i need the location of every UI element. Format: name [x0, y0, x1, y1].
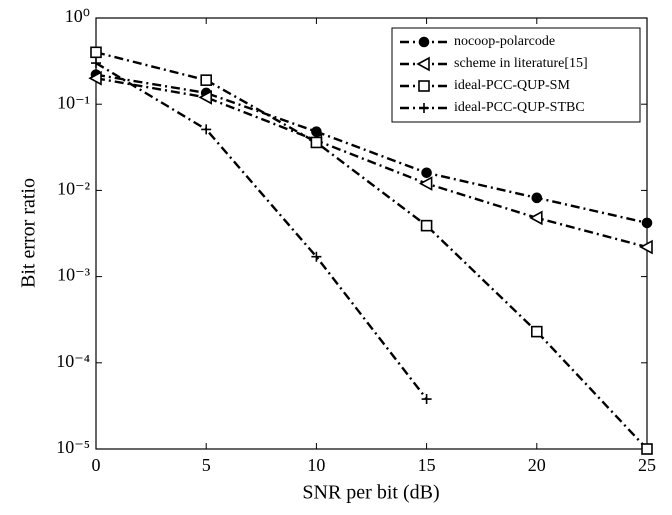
series-line: [95, 77, 648, 249]
legend: nocoop-polarcode scheme in literature[15]…: [391, 27, 641, 123]
marker: [311, 251, 322, 262]
marker: [90, 46, 102, 59]
x-tick-label: 20: [528, 455, 546, 475]
y-tick-label: 10⁰: [65, 6, 90, 26]
y-tick-label: 10⁻¹: [57, 92, 90, 112]
series-line: [95, 73, 648, 225]
x-tick-label: 15: [418, 455, 436, 475]
marker: [311, 126, 322, 137]
marker: [418, 80, 430, 92]
marker: [420, 219, 433, 232]
marker: [421, 167, 432, 179]
x-tick-label: 0: [92, 455, 101, 475]
series-line: [95, 62, 428, 400]
marker: [641, 443, 653, 455]
marker: [531, 192, 543, 204]
series-line: [95, 51, 648, 450]
legend-label: ideal-PCC-QUP-SM: [454, 78, 570, 93]
y-axis-label: Bit error ratio: [18, 178, 40, 288]
marker: [200, 74, 212, 86]
legend-label: nocoop-polarcode: [454, 34, 555, 49]
marker: [91, 58, 101, 69]
marker: [418, 36, 430, 48]
y-tick-label: 10⁻⁵: [56, 437, 90, 457]
x-axis-label: SNR per bit (dB): [302, 482, 439, 504]
y-tick-label: 10⁻³: [57, 265, 91, 285]
marker: [529, 210, 543, 226]
legend-box: [391, 27, 641, 123]
marker: [310, 136, 323, 149]
marker: [418, 176, 433, 191]
marker: [421, 394, 432, 405]
marker: [530, 325, 543, 338]
marker: [88, 70, 102, 86]
marker: [641, 217, 653, 229]
plot-frame: [95, 17, 648, 450]
y-tick-label: 10⁻²: [57, 179, 90, 199]
marker: [419, 103, 429, 113]
marker: [416, 56, 430, 72]
x-tick-label: 25: [638, 455, 656, 475]
x-tick-label: 10: [307, 455, 325, 475]
marker: [198, 90, 212, 105]
marker: [639, 239, 653, 255]
legend-label: scheme in literature[15]: [454, 56, 588, 71]
x-tick-label: 5: [202, 455, 211, 475]
marker: [201, 124, 212, 135]
y-tick-label: 10⁻⁴: [56, 351, 90, 371]
legend-label: ideal-PCC-QUP-STBC: [454, 100, 585, 115]
